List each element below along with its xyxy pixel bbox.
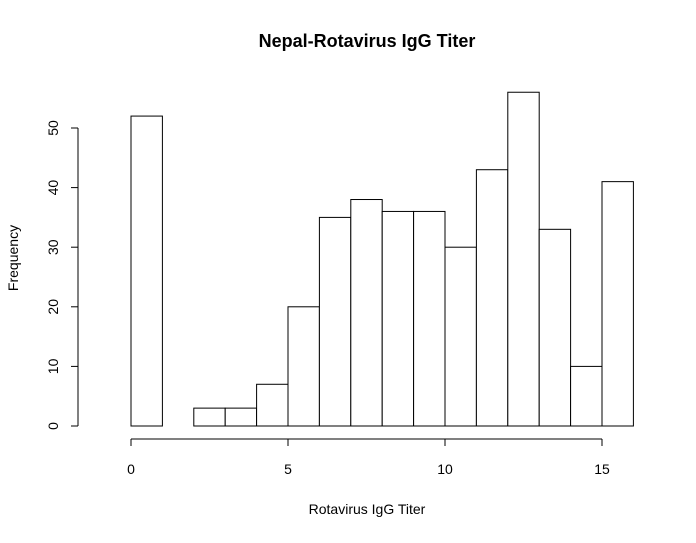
x-axis: 0 5 10 15 xyxy=(127,438,610,477)
y-tick-label-20: 20 xyxy=(45,299,61,315)
histogram-bar-0 xyxy=(130,115,163,427)
histogram-bar-13 xyxy=(538,228,572,427)
histogram-bar-6 xyxy=(318,216,352,427)
histogram-bar-3 xyxy=(224,407,258,427)
histogram-bar-8 xyxy=(381,210,415,427)
y-tick-label-50: 50 xyxy=(45,120,61,136)
histogram-bar-5 xyxy=(287,306,320,427)
y-tick-label-40: 40 xyxy=(45,180,61,196)
histogram-bar-12 xyxy=(507,91,540,427)
y-tick-label-10: 10 xyxy=(45,358,61,374)
y-axis-label: Frequency xyxy=(5,225,21,291)
histogram-bar-4 xyxy=(256,383,289,427)
y-tick-label-0: 0 xyxy=(45,422,61,430)
histogram-bar-15 xyxy=(601,181,634,427)
histogram-bar-2 xyxy=(193,407,226,427)
y-tick-label-30: 30 xyxy=(45,239,61,255)
x-axis-label: Rotavirus IgG Titer xyxy=(309,501,426,517)
bars-group xyxy=(130,91,634,427)
histogram-bar-10 xyxy=(444,246,477,427)
y-axis: 0 10 20 30 40 50 xyxy=(45,120,79,430)
x-tick-label-15: 15 xyxy=(594,461,610,477)
x-tick-label-0: 0 xyxy=(127,461,135,477)
x-tick-label-10: 10 xyxy=(437,461,453,477)
histogram-bar-11 xyxy=(475,169,509,427)
x-tick-label-5: 5 xyxy=(284,461,292,477)
chart-title: Nepal-Rotavirus IgG Titer xyxy=(259,31,476,51)
histogram-bar-9 xyxy=(413,210,446,427)
histogram-bar-14 xyxy=(570,365,603,427)
histogram-bar-7 xyxy=(350,199,383,427)
